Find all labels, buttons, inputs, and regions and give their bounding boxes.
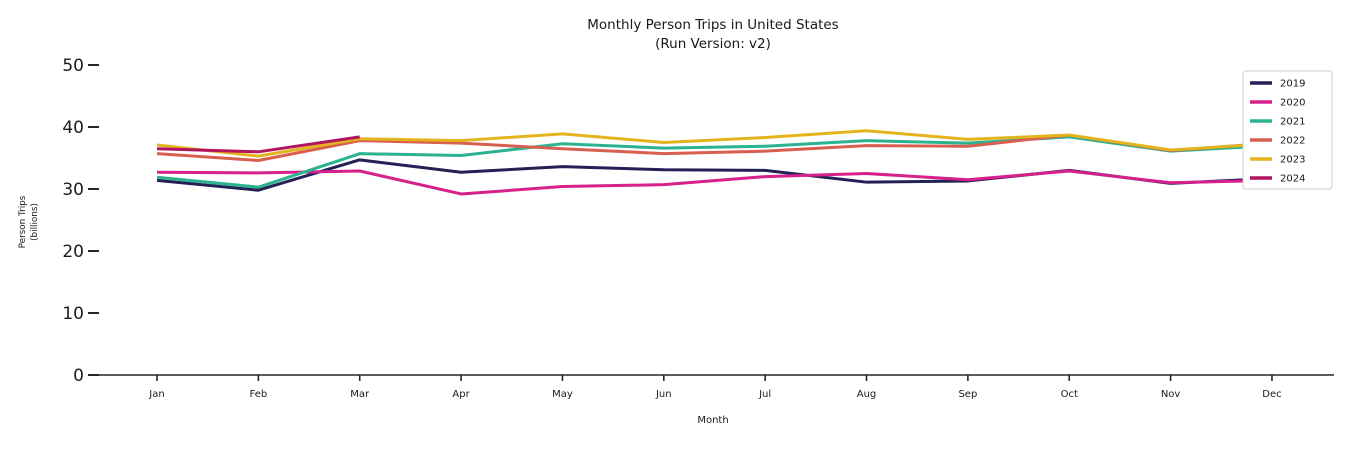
x-tick-label: Dec	[1262, 389, 1281, 400]
axes: 0 10 20 30 40 50 Jan Feb Mar Apr May Jun Jul Aug Sep Oc…	[62, 56, 1334, 400]
x-tick-label: Aug	[857, 389, 877, 400]
y-tick-label: 10	[62, 304, 84, 324]
legend-label-2024: 2024	[1280, 174, 1305, 185]
x-tick-label: May	[552, 389, 573, 400]
x-tick-label: Nov	[1161, 389, 1181, 400]
y-tick-label: 40	[62, 118, 84, 138]
legend-label-2019: 2019	[1280, 79, 1305, 90]
y-tick-label: 50	[62, 56, 84, 76]
x-tick-label: Jan	[148, 389, 164, 400]
series-line-2024	[156, 135, 360, 154]
y-tick-label: 20	[62, 242, 84, 262]
x-tick-label: Sep	[958, 389, 977, 400]
data-series	[156, 129, 1273, 196]
series-line-2023	[156, 129, 1273, 158]
legend-label-2022: 2022	[1280, 136, 1305, 147]
legend-label-2021: 2021	[1280, 117, 1305, 128]
y-tick-label: 0	[73, 366, 84, 386]
y-axis-label-line2: (billions)	[30, 203, 40, 241]
x-tick-label: Feb	[250, 389, 268, 400]
legend: 2019 2020 2021 2022 2023 2024	[1242, 70, 1333, 190]
x-tick-label: Jul	[758, 389, 771, 400]
x-tick-label: Oct	[1061, 389, 1078, 400]
y-tick-label: 30	[62, 180, 84, 200]
y-axis-label-line1: Person Trips	[18, 195, 28, 248]
x-tick-label: Mar	[350, 389, 370, 400]
series-line-2021	[156, 135, 1273, 189]
x-axis-label: Month	[697, 415, 728, 426]
chart-title: Monthly Person Trips in United States	[587, 17, 838, 33]
series-line-2020	[156, 169, 1272, 196]
x-tick-label: Jun	[655, 389, 672, 400]
x-tick-label: Apr	[452, 389, 470, 400]
chart-subtitle: (Run Version: v2)	[655, 36, 771, 52]
legend-label-2023: 2023	[1280, 155, 1305, 166]
legend-label-2020: 2020	[1280, 98, 1305, 109]
